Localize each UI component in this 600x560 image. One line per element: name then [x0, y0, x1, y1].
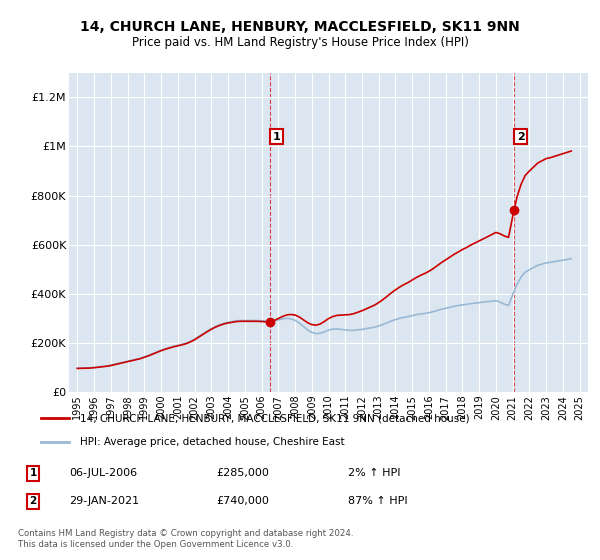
Text: 87% ↑ HPI: 87% ↑ HPI: [348, 496, 407, 506]
Text: Price paid vs. HM Land Registry's House Price Index (HPI): Price paid vs. HM Land Registry's House …: [131, 36, 469, 49]
Text: 14, CHURCH LANE, HENBURY, MACCLESFIELD, SK11 9NN: 14, CHURCH LANE, HENBURY, MACCLESFIELD, …: [80, 20, 520, 34]
Text: £740,000: £740,000: [216, 496, 269, 506]
Text: 06-JUL-2006: 06-JUL-2006: [69, 468, 137, 478]
Text: 1: 1: [273, 132, 280, 142]
Text: 29-JAN-2021: 29-JAN-2021: [69, 496, 139, 506]
Text: 2% ↑ HPI: 2% ↑ HPI: [348, 468, 401, 478]
Text: 14, CHURCH LANE, HENBURY, MACCLESFIELD, SK11 9NN (detached house): 14, CHURCH LANE, HENBURY, MACCLESFIELD, …: [80, 413, 469, 423]
Text: 2: 2: [29, 496, 37, 506]
Text: 1: 1: [29, 468, 37, 478]
Text: HPI: Average price, detached house, Cheshire East: HPI: Average price, detached house, Ches…: [80, 436, 344, 446]
Text: Contains HM Land Registry data © Crown copyright and database right 2024.
This d: Contains HM Land Registry data © Crown c…: [18, 529, 353, 549]
Text: £285,000: £285,000: [216, 468, 269, 478]
Text: 2: 2: [517, 132, 524, 142]
